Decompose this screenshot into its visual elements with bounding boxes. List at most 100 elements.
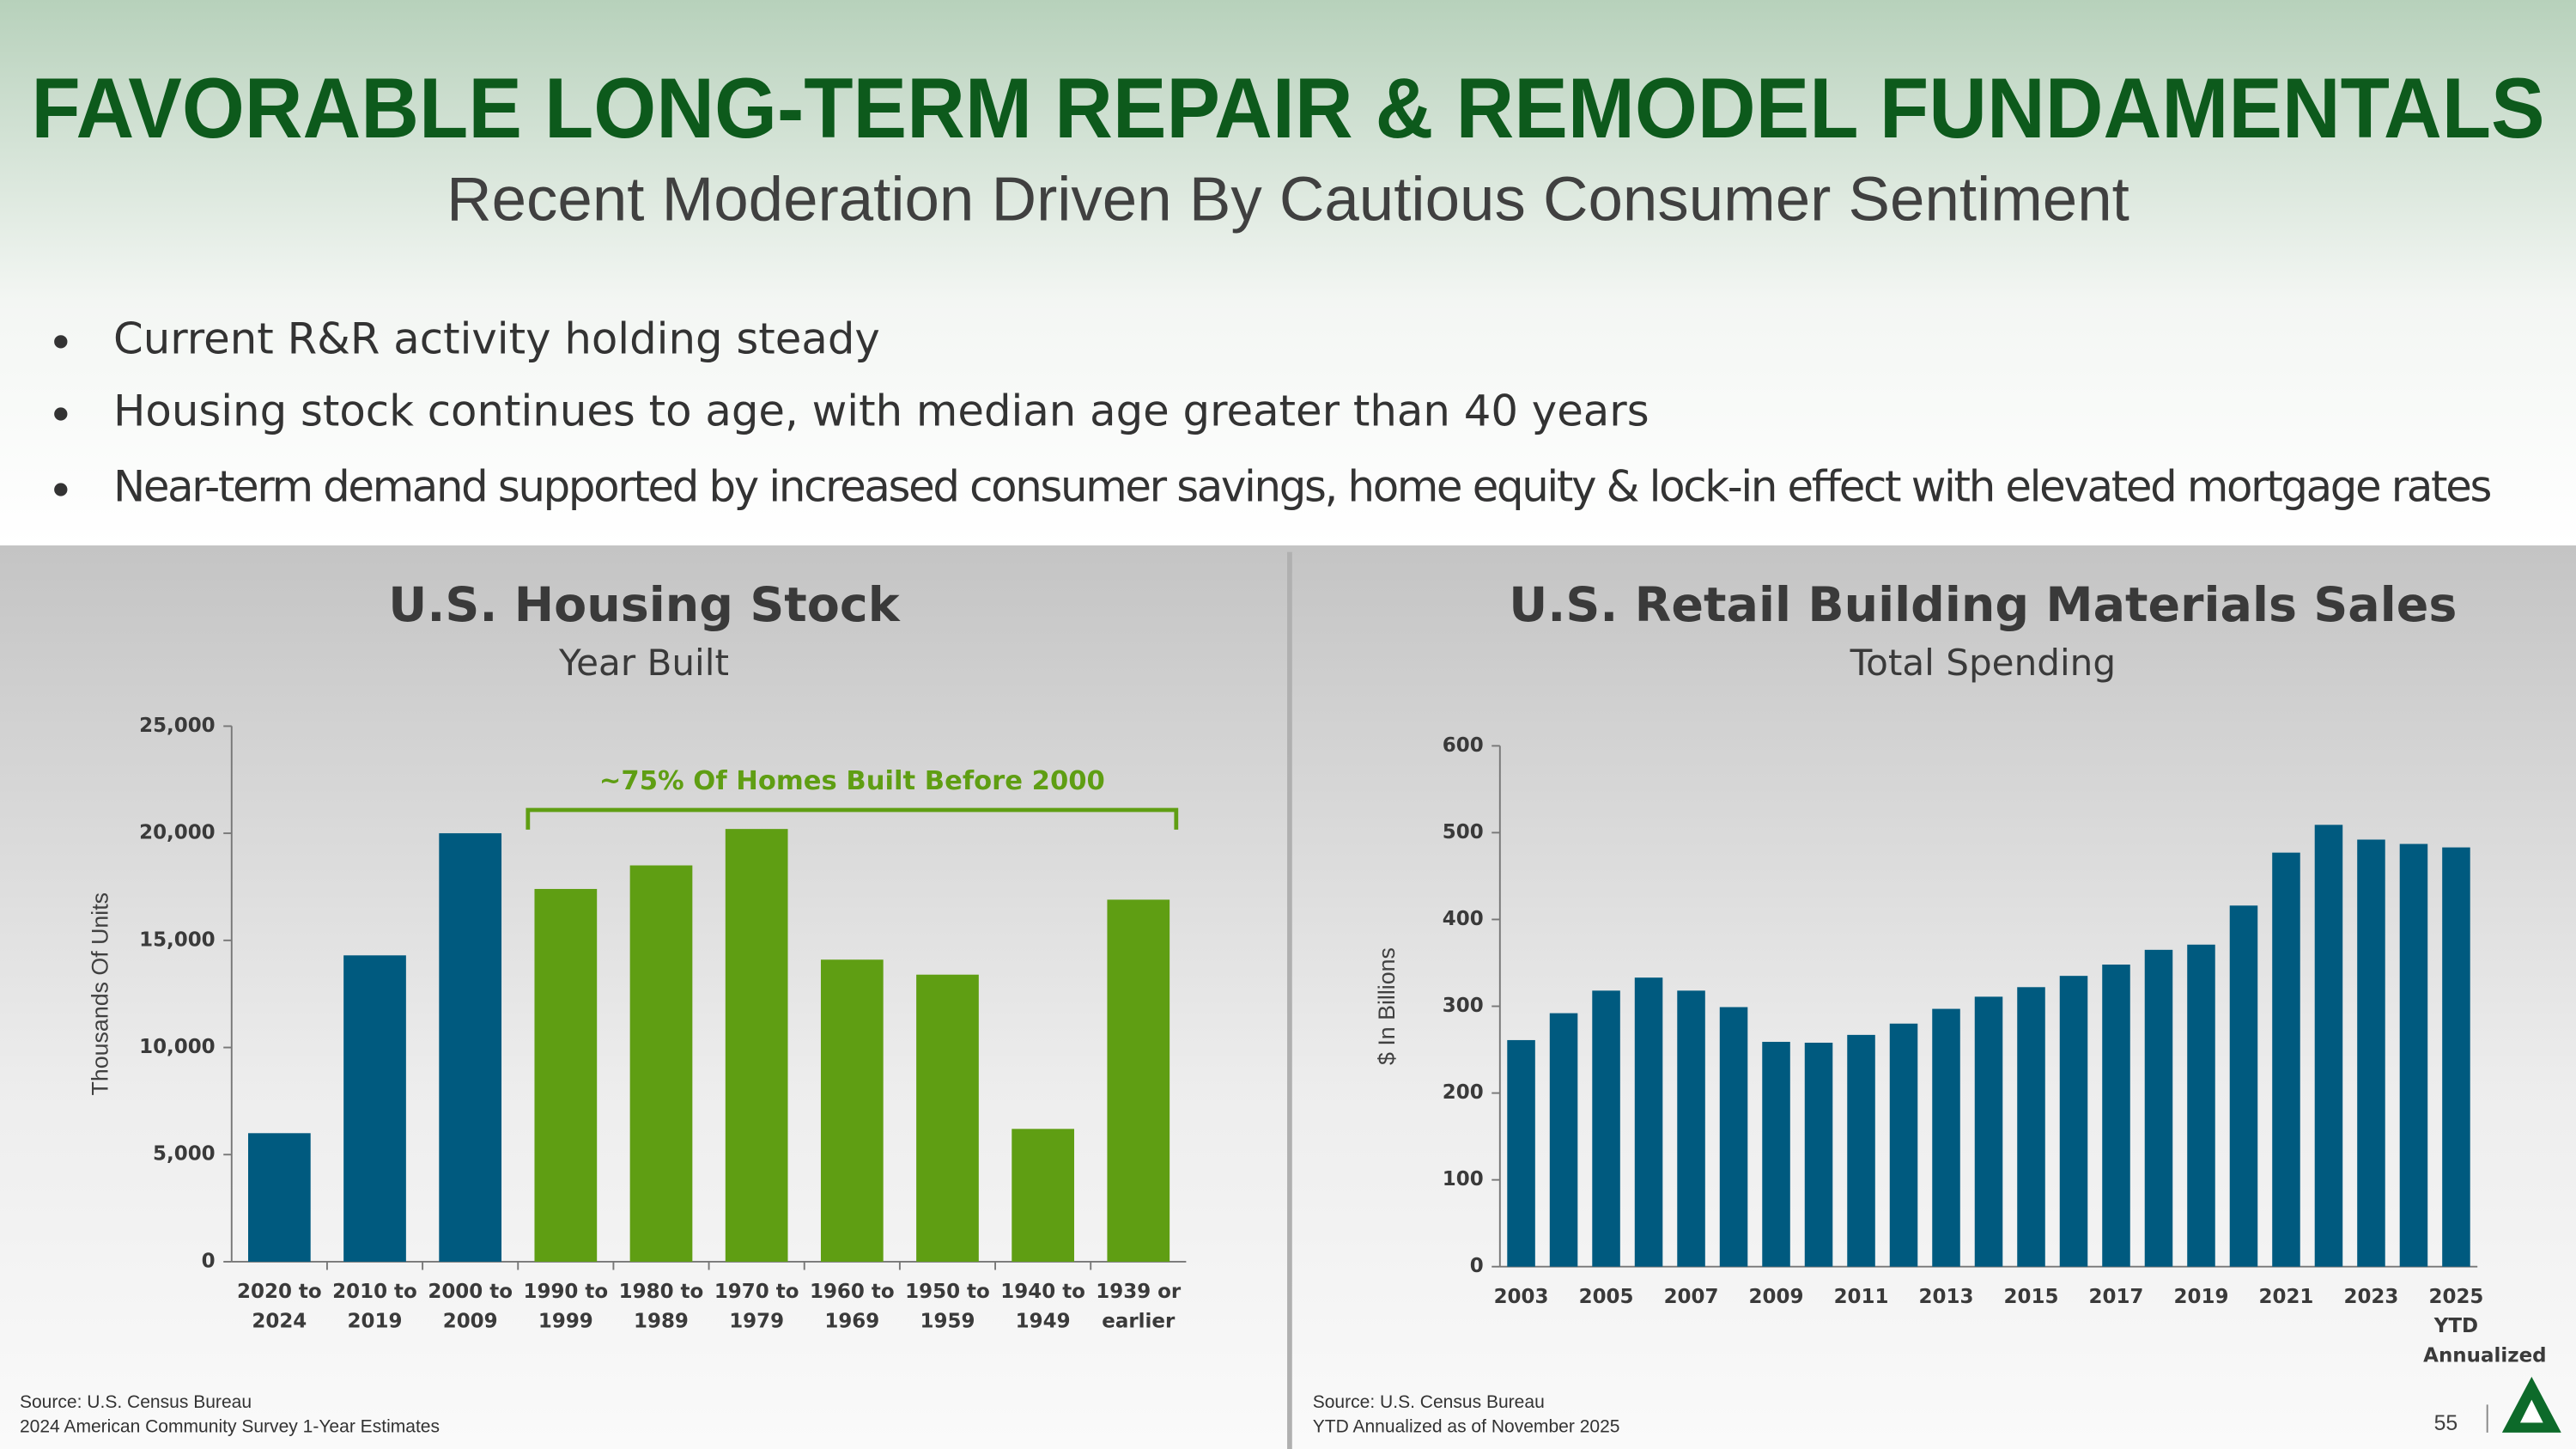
y-tick-label: 5,000 xyxy=(153,1143,216,1166)
bar xyxy=(1974,996,2003,1267)
x-tick-label: 2007 xyxy=(1663,1284,1719,1308)
x-tick-label-box: 1970 to 1979 xyxy=(714,1279,799,1333)
bar xyxy=(343,955,406,1262)
x-tick-label: 1950 to 1959 xyxy=(905,1279,990,1333)
x-tick-label: 2000 to 2009 xyxy=(428,1279,513,1333)
x-tick-label-box: 2007 xyxy=(1663,1284,1719,1308)
bar xyxy=(1889,1023,1918,1267)
x-tick-label: 2010 to 2019 xyxy=(332,1279,417,1333)
x-tick-label: 2025 YTD Annualized xyxy=(2423,1284,2547,1367)
annotation-bracket xyxy=(526,807,1179,830)
y-tick-label: 10,000 xyxy=(139,1036,216,1058)
x-tick-label: 2020 to 2024 xyxy=(237,1279,322,1333)
x-tick-label-box: 2011 xyxy=(1834,1285,1889,1308)
bar xyxy=(1012,1129,1074,1262)
bar xyxy=(439,833,502,1262)
y-tick-label: 25,000 xyxy=(139,715,216,737)
bullet-text: Current R&R activity holding steady xyxy=(113,314,880,363)
bar xyxy=(534,888,598,1262)
page-number: 55 xyxy=(2434,1411,2458,1435)
y-tick-label: 0 xyxy=(1470,1255,1484,1277)
x-tick-label-box: 2017 xyxy=(2088,1284,2144,1308)
header-background xyxy=(0,0,2576,546)
annotation: ~75% Of Homes Built Before 2000 xyxy=(599,766,1105,796)
bar xyxy=(629,865,693,1262)
bullet-text: Housing stock continues to age, with med… xyxy=(113,387,1649,436)
x-tick-label-box: 1990 to 1999 xyxy=(523,1279,609,1333)
x-tick-label: 1940 to 1949 xyxy=(1000,1279,1085,1333)
bar xyxy=(2102,965,2130,1267)
chart-title: U.S. Retail Building Materials Sales xyxy=(1509,578,2457,633)
x-tick-label: 1970 to 1979 xyxy=(714,1279,799,1333)
y-tick-label: 500 xyxy=(1443,821,1484,843)
y-tick-label: 20,000 xyxy=(139,822,216,844)
y-tick-label: 400 xyxy=(1443,908,1484,930)
bar xyxy=(2144,949,2173,1267)
bar xyxy=(2059,976,2088,1267)
bar xyxy=(725,829,788,1262)
x-tick-label-box: 2025 YTD Annualized xyxy=(2423,1284,2547,1367)
x-tick-label: 2009 xyxy=(1748,1284,1804,1308)
x-tick-label-box: 2005 xyxy=(1578,1284,1634,1308)
x-tick-label-box: 2020 to 2024 xyxy=(237,1279,322,1333)
y-tick-label: 300 xyxy=(1443,995,1484,1017)
logo-inner xyxy=(2519,1399,2543,1423)
source-note: Source: U.S. Census Bureau xyxy=(20,1392,252,1412)
x-tick-label-box: 2023 xyxy=(2343,1284,2399,1308)
source-note: Source: U.S. Census Bureau xyxy=(1313,1392,1545,1412)
bar xyxy=(1107,899,1170,1262)
bar xyxy=(820,959,884,1262)
bar xyxy=(1847,1034,1875,1267)
y-tick-label: 600 xyxy=(1443,734,1484,757)
bar xyxy=(916,974,979,1262)
y-tick-label: 100 xyxy=(1443,1168,1484,1190)
y-tick-label: 200 xyxy=(1443,1081,1484,1104)
chart-subtitle: Total Spending xyxy=(1850,642,2116,684)
x-tick-label-box: 2015 xyxy=(2003,1284,2059,1308)
bar xyxy=(1932,1008,1960,1267)
x-tick-label: 2019 xyxy=(2173,1284,2229,1308)
bar xyxy=(1762,1041,1790,1267)
x-tick-label-box: 1940 to 1949 xyxy=(1000,1279,1085,1333)
y-axis-label: $ In Billions xyxy=(1374,947,1400,1065)
bullet-text: Near-term demand supported by increased … xyxy=(113,461,2492,511)
bar xyxy=(2442,847,2470,1267)
slide-subtitle: Recent Moderation Driven By Cautious Con… xyxy=(447,164,2129,234)
x-tick-label-box: 1980 to 1989 xyxy=(619,1280,704,1332)
x-tick-label: 1990 to 1999 xyxy=(523,1279,609,1333)
x-tick-label: 2021 xyxy=(2258,1284,2314,1308)
x-tick-label: 2013 xyxy=(1918,1284,1974,1308)
bar xyxy=(1507,1039,1535,1267)
bar xyxy=(1634,977,1663,1267)
source-note: YTD Annualized as of November 2025 xyxy=(1313,1417,1620,1437)
source-note: 2024 American Community Survey 1-Year Es… xyxy=(20,1417,440,1437)
x-tick-label-box: 1950 to 1959 xyxy=(905,1279,990,1333)
bar xyxy=(2187,944,2215,1267)
slide-title: FAVORABLE LONG-TERM REPAIR & REMODEL FUN… xyxy=(31,61,2544,156)
x-tick-label-box: 2019 xyxy=(2173,1284,2229,1308)
bar xyxy=(1677,990,1705,1267)
bar xyxy=(2314,825,2343,1267)
x-tick-label-box: 2013 xyxy=(1918,1284,1974,1308)
bar xyxy=(1719,1007,1748,1267)
chart-subtitle: Year Built xyxy=(558,642,729,684)
x-tick-label: 2005 xyxy=(1578,1284,1634,1308)
x-tick-label-box: 2003 xyxy=(1494,1285,1549,1308)
x-tick-label: 2015 xyxy=(2003,1284,2059,1308)
y-tick-label: 0 xyxy=(202,1250,216,1272)
bullet-dot xyxy=(54,335,68,349)
y-tick-label: 15,000 xyxy=(139,928,216,951)
x-tick-label: 1939 or earlier xyxy=(1096,1279,1182,1333)
bar xyxy=(2017,987,2045,1267)
x-tick-label: 2017 xyxy=(2088,1284,2144,1308)
x-tick-label-box: 2000 to 2009 xyxy=(428,1279,513,1333)
x-tick-label: 1960 to 1969 xyxy=(809,1279,895,1333)
x-tick-label-box: 2021 xyxy=(2258,1284,2314,1308)
x-tick-label: 2023 xyxy=(2343,1284,2399,1308)
bar xyxy=(2272,852,2300,1267)
bar xyxy=(1592,990,1620,1267)
bar xyxy=(247,1133,311,1262)
bar xyxy=(2357,839,2385,1267)
bar xyxy=(1549,1013,1578,1267)
chart-title: U.S. Housing Stock xyxy=(388,578,901,633)
